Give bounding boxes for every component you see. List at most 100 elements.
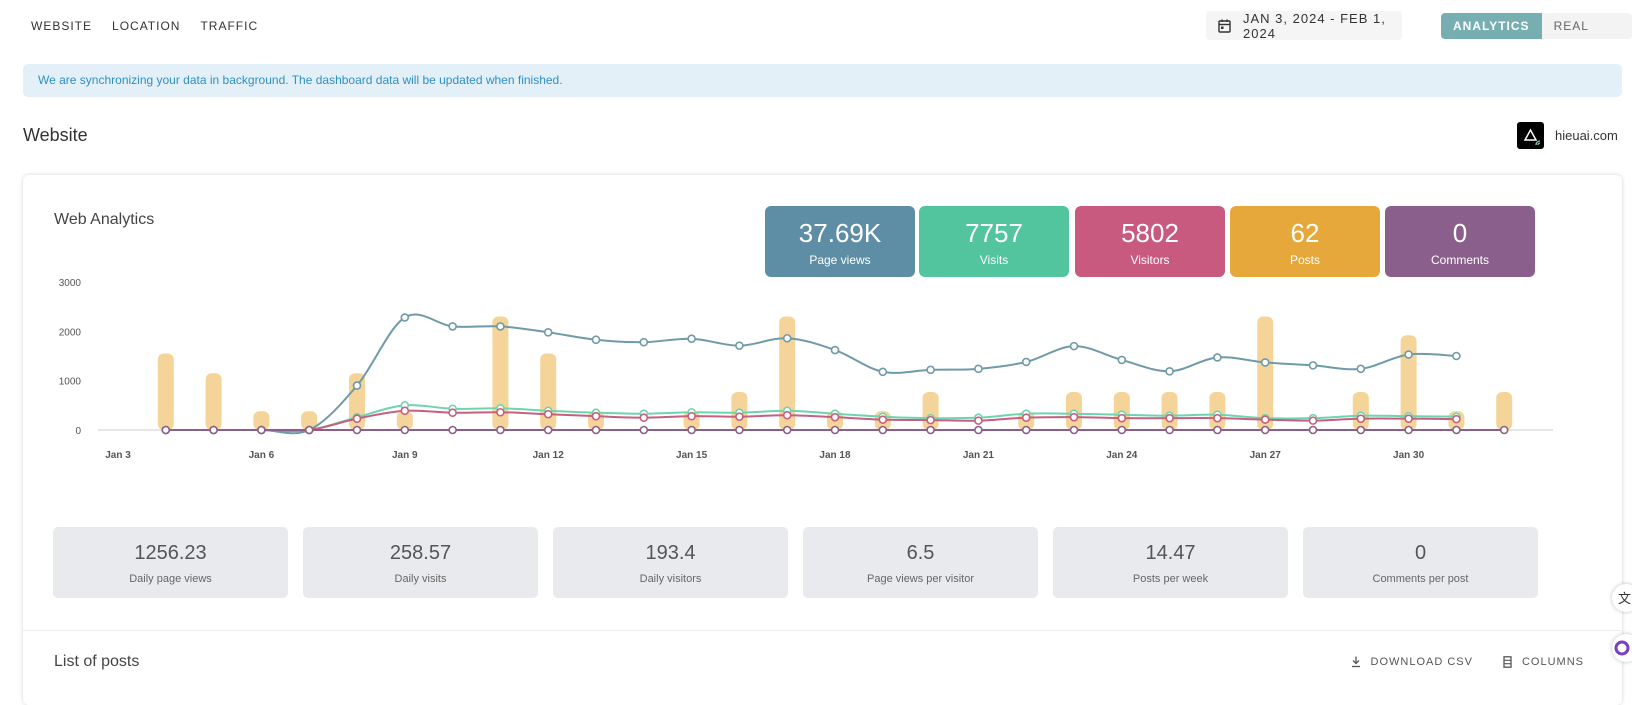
series-point-comments [161, 425, 171, 435]
columns-icon [1503, 656, 1512, 668]
series-point-comments [1499, 425, 1509, 435]
tab-traffic[interactable]: TRAFFIC [200, 19, 259, 33]
series-point-visitors [1260, 415, 1270, 424]
assistant-button[interactable] [1612, 634, 1632, 662]
series-point-visitors [1213, 413, 1222, 423]
series-point-page-views [1452, 351, 1461, 361]
stat-value: 14.47 [1145, 542, 1196, 564]
series-point-comments [974, 425, 983, 435]
x-tick-label: Jan 6 [249, 450, 275, 461]
analytics-card: Web Analytics 37.69K Page views 7757 Vis… [23, 175, 1622, 705]
kpi-value: 7757 [965, 218, 1023, 248]
site-badge[interactable]: hieuai.com [1517, 122, 1618, 149]
bar [779, 316, 796, 430]
series-point-visitors [1308, 416, 1318, 425]
kpi-label: Posts [1289, 253, 1320, 267]
x-tick-label: Jan 30 [1393, 450, 1425, 461]
kpi-label: Comments [1430, 253, 1489, 267]
series-point-visitors [1404, 414, 1413, 423]
series-point-comments [1260, 425, 1270, 435]
x-tick-label: Jan 18 [819, 450, 851, 461]
kpi-label: Page views [809, 253, 871, 267]
stat-value: 1256.23 [134, 542, 207, 564]
series-line-page-views [165, 313, 1457, 435]
stat-page-views-per-visitor: 6.5 Page views per visitor [803, 527, 1038, 598]
series-point-visitors [591, 411, 601, 421]
tab-website[interactable]: WEBSITE [31, 19, 93, 33]
site-logo-icon [1517, 122, 1544, 149]
kpi-comments: 0 Comments [1385, 206, 1535, 277]
series-point-page-views [830, 345, 840, 355]
stat-label: Comments per post [1372, 573, 1469, 585]
x-tick-label: Jan 24 [1106, 450, 1138, 461]
series-point-visitors [352, 414, 362, 423]
bar [205, 373, 222, 430]
series-point-visitors [1021, 413, 1031, 422]
posts-actions: DOWNLOAD CSV COLUMNS [1351, 656, 1584, 668]
series-point-page-views [1021, 357, 1031, 367]
series-point-page-views [543, 328, 553, 337]
series-point-page-views [1069, 341, 1079, 351]
series-point-comments [448, 425, 457, 435]
stat-daily-visits: 258.57 Daily visits [303, 527, 538, 598]
series-point-comments [1117, 425, 1127, 435]
series-point-comments [1308, 425, 1318, 435]
series-point-visitors [400, 406, 410, 416]
series-point-page-views [400, 313, 410, 322]
date-range-label: JAN 3, 2024 - FEB 1, 2024 [1243, 10, 1386, 41]
page-title: Website [23, 125, 88, 145]
series-point-comments [1213, 425, 1222, 435]
tab-location[interactable]: LOCATION [112, 19, 181, 33]
series-point-visitors [830, 412, 840, 422]
stat-daily-page-views: 1256.23 Daily page views [53, 527, 288, 598]
y-tick-label: 0 [75, 426, 81, 437]
series-point-comments [735, 425, 744, 435]
kpi-visits: 7757 Visits [919, 206, 1069, 277]
stat-label: Daily visitors [639, 573, 702, 585]
series-point-visitors [448, 408, 457, 418]
kpi-value: 0 [1452, 218, 1468, 248]
posts-title: List of posts [54, 653, 140, 670]
translate-button[interactable]: 文 [1612, 584, 1632, 612]
sync-banner: We are synchronizing your data in backgr… [23, 64, 1622, 97]
series-point-comments [926, 425, 935, 435]
stat-comments-per-post: 0 Comments per post [1303, 527, 1538, 598]
analytics-button[interactable]: ANALYTICS [1441, 13, 1542, 39]
series-point-page-views [591, 335, 601, 345]
series-point-comments [830, 425, 840, 435]
kpi-value: 62 [1290, 218, 1320, 248]
series-point-comments [1356, 425, 1366, 435]
series-point-visitors [1165, 413, 1174, 423]
realtime-button[interactable]: REAL TIME [1553, 19, 1589, 33]
series-lines [161, 313, 1509, 435]
series-point-page-views [1165, 366, 1174, 376]
bar [396, 411, 413, 430]
mode-toggle: ANALYTICS REAL TIME [1441, 13, 1632, 39]
series-point-visitors [782, 410, 792, 420]
columns-label: COLUMNS [1521, 656, 1584, 668]
series-point-visitors [687, 411, 696, 421]
series-point-comments [687, 425, 696, 435]
date-range-picker[interactable]: JAN 3, 2024 - FEB 1, 2024 [1206, 10, 1402, 41]
series-point-comments [496, 425, 505, 435]
kpi-label: Visits [979, 253, 1009, 267]
bar [492, 316, 509, 430]
stat-value: 0 [1414, 542, 1427, 564]
series-point-comments [304, 425, 314, 435]
assistant-icon [1614, 640, 1630, 656]
series-point-comments [257, 425, 266, 435]
download-csv-button[interactable]: DOWNLOAD CSV [1351, 656, 1473, 668]
columns-button[interactable]: COLUMNS [1503, 656, 1584, 668]
series-point-comments [209, 425, 218, 435]
series-line-visitors [165, 409, 1457, 432]
y-tick-label: 3000 [59, 278, 82, 289]
series-point-visitors [1069, 412, 1079, 422]
stat-label: Page views per visitor [867, 573, 974, 585]
x-tick-label: Jan 27 [1250, 450, 1282, 461]
kpi-visitors: 5802 Visitors [1075, 206, 1225, 277]
bar [1161, 392, 1178, 430]
bar [253, 411, 270, 430]
series-point-visitors [974, 416, 983, 425]
stat-label: Daily visits [394, 573, 447, 585]
y-axis: 0 1000 2000 3000 [59, 278, 82, 437]
